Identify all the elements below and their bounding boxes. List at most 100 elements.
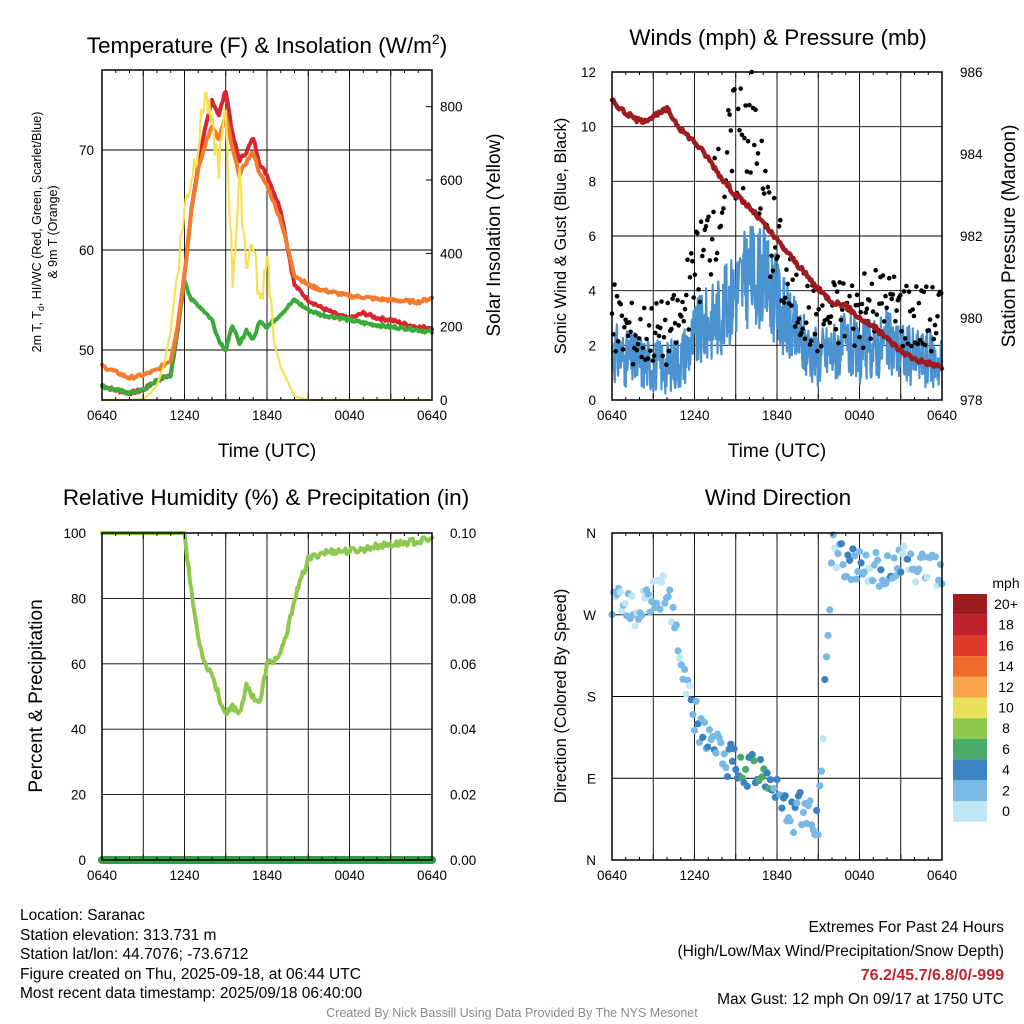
dir-chart-y-tick-label: N	[586, 853, 596, 868]
gust-point	[620, 347, 626, 352]
direction-point	[616, 588, 624, 596]
gust-point	[664, 362, 669, 368]
direction-point	[705, 726, 714, 734]
gust-point	[935, 314, 940, 319]
created-text: Figure created on Thu, 2025-09-18, at 06…	[20, 965, 361, 983]
gust-point	[938, 291, 944, 296]
gust-point	[659, 299, 664, 304]
direction-point	[723, 773, 732, 781]
direction-point	[656, 605, 664, 613]
direction-point	[796, 789, 804, 797]
gust-point	[852, 343, 857, 349]
wind-chart-y2-axis-title: Station Pressure (Maroon)	[999, 125, 1020, 348]
direction-point	[681, 665, 689, 674]
gust-point	[820, 303, 825, 308]
gust-point	[758, 206, 763, 211]
gust-point	[671, 293, 677, 298]
gust-point	[701, 247, 706, 253]
speed-legend-label: 10	[998, 700, 1014, 716]
wind-chart-y2-tick-label: 980	[960, 311, 983, 326]
gust-point	[927, 317, 933, 322]
gust-point	[909, 343, 914, 349]
recent-timestamp-text: Most recent data timestamp: 2025/09/18 0…	[20, 985, 363, 1003]
direction-point	[644, 590, 652, 598]
gust-point	[924, 284, 929, 290]
direction-point	[689, 710, 697, 719]
rh-chart-x-tick-label: 1240	[169, 868, 199, 883]
gust-point	[662, 317, 668, 323]
gust-point	[828, 314, 834, 319]
direction-point	[758, 773, 766, 781]
gust-point	[712, 155, 717, 161]
gust-point	[905, 341, 911, 347]
dir-chart-frame	[611, 532, 943, 861]
direction-point	[850, 552, 859, 560]
gust-point	[867, 298, 872, 303]
temp-series-line	[100, 112, 434, 381]
direction-point	[832, 564, 841, 572]
gust-point	[688, 251, 694, 256]
gust-point	[645, 356, 651, 361]
temp-chart-y-tick-label: 70	[79, 143, 94, 158]
dir-chart-y-tick-label: E	[587, 771, 596, 786]
temp-chart-x-axis-title: Time (UTC)	[218, 441, 317, 462]
temp-chart-y-axis-title: 2m T, Td, HI/WC (Red, Green, Scarlet/Blu…	[30, 112, 46, 353]
temp-chart-x-tick-label: 0040	[334, 408, 364, 423]
direction-point	[834, 550, 842, 558]
rh-chart-y2-tick-label: 0.06	[450, 657, 476, 672]
gust-point	[728, 128, 734, 133]
gust-point	[640, 345, 646, 351]
temp-chart-frame	[101, 69, 433, 401]
direction-point	[728, 757, 737, 765]
direction-point	[717, 739, 725, 747]
gust-point	[651, 353, 657, 359]
rh-chart-x-tick-label: 0040	[334, 868, 364, 883]
speed-legend-label: 14	[998, 658, 1014, 674]
gust-point	[759, 138, 764, 144]
gust-point	[622, 324, 627, 330]
gust-point	[926, 328, 932, 333]
speed-legend-label: 18	[998, 617, 1014, 633]
gust-point	[656, 333, 662, 339]
direction-point	[821, 675, 829, 684]
gust-point	[618, 301, 623, 307]
gust-point	[732, 87, 737, 92]
gust-point	[785, 281, 790, 287]
gust-point	[708, 272, 714, 277]
gust-point	[646, 323, 652, 328]
gust-point	[837, 280, 842, 285]
gust-point	[724, 150, 730, 155]
credit-line: Created By Nick Bassill Using Data Provi…	[326, 1006, 698, 1020]
temp-chart-y2-tick-label: 200	[440, 320, 463, 335]
gust-point	[614, 293, 620, 299]
gust-point	[916, 300, 922, 306]
gust-point	[754, 161, 760, 166]
gust-point	[633, 333, 638, 338]
direction-point	[860, 568, 869, 576]
max-gust-text: Max Gust: 12 mph On 09/17 at 1750 UTC	[717, 991, 1004, 1008]
gust-point	[711, 209, 716, 215]
extremes-description: (High/Low/Max Wind/Precipitation/Snow De…	[677, 943, 1005, 960]
wind-chart-x-tick-label: 0640	[927, 408, 957, 423]
wind-chart-y-tick-label: 4	[588, 284, 596, 299]
gust-point	[716, 146, 721, 152]
gust-point	[886, 275, 892, 281]
gust-point	[707, 258, 713, 263]
temp-y-title-sub: d	[36, 306, 46, 311]
wind-chart-x-tick-label: 0640	[597, 408, 627, 423]
temp-chart-title-sup: 2	[432, 31, 440, 47]
speed-legend-swatch	[953, 656, 987, 677]
speed-legend-label: 2	[1002, 782, 1010, 798]
gust-point	[805, 283, 810, 289]
rh-chart-y2-tick-label: 0.00	[450, 853, 476, 868]
gust-point	[735, 106, 741, 112]
rh-chart-y-tick-label: 0	[78, 853, 86, 868]
direction-point	[653, 599, 661, 607]
gust-point	[859, 301, 865, 307]
gust-point	[898, 293, 903, 298]
gust-point	[644, 336, 649, 342]
gust-point	[745, 138, 751, 144]
pressure-line	[609, 97, 945, 371]
direction-point	[822, 653, 831, 661]
